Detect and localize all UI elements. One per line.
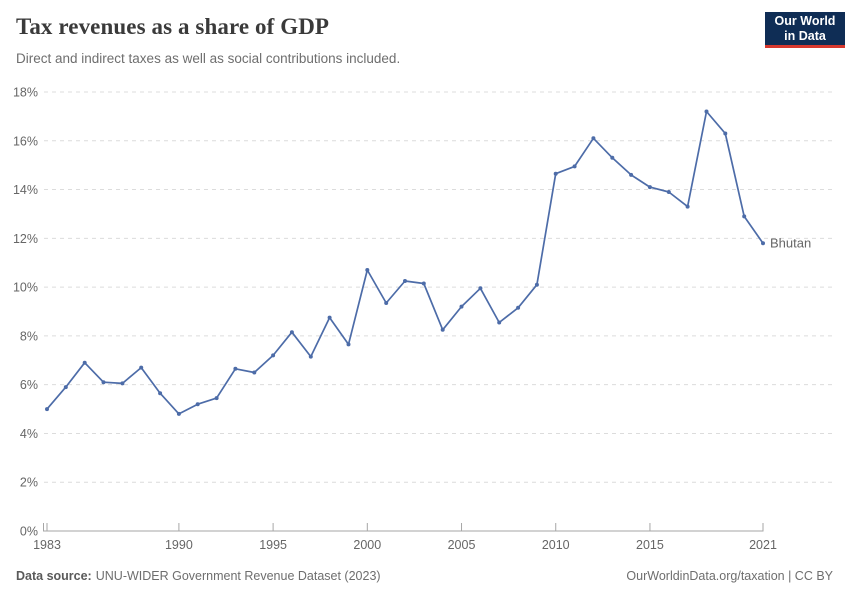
data-point[interactable] — [214, 396, 219, 401]
x-tick-label: 2000 — [353, 538, 381, 552]
owid-logo[interactable]: Our World in Data — [765, 12, 845, 48]
data-point[interactable] — [572, 164, 577, 169]
data-point[interactable] — [158, 391, 163, 396]
page-title: Tax revenues as a share of GDP — [16, 14, 330, 39]
x-tick-label: 1995 — [259, 538, 287, 552]
data-point[interactable] — [459, 304, 464, 309]
data-point[interactable] — [534, 282, 539, 287]
x-tick-label: 2021 — [749, 538, 777, 552]
data-point[interactable] — [591, 136, 596, 141]
data-point[interactable] — [195, 402, 200, 407]
y-tick-label: 18% — [13, 86, 38, 100]
y-tick-label: 0% — [20, 525, 38, 539]
data-point[interactable] — [403, 279, 407, 283]
x-tick-label: 2010 — [542, 538, 570, 552]
logo-line2: in Data — [784, 28, 826, 43]
data-point[interactable] — [176, 411, 181, 416]
data-point[interactable] — [101, 380, 106, 385]
data-point[interactable] — [139, 365, 144, 370]
data-point[interactable] — [497, 320, 502, 325]
series-line-bhutan[interactable] — [46, 110, 764, 415]
data-point[interactable] — [761, 241, 765, 246]
data-point[interactable] — [610, 155, 615, 160]
data-point[interactable] — [685, 204, 690, 209]
data-point[interactable] — [440, 327, 445, 332]
data-point[interactable] — [271, 353, 276, 358]
data-point[interactable] — [289, 330, 294, 335]
data-point[interactable] — [421, 281, 426, 286]
data-point[interactable] — [384, 301, 389, 305]
chart-subtitle: Direct and indirect taxes as well as soc… — [16, 51, 401, 66]
data-point[interactable] — [723, 131, 728, 136]
data-point[interactable] — [45, 407, 49, 412]
data-point[interactable] — [742, 214, 747, 219]
x-tick-label: 2015 — [636, 538, 664, 552]
data-point[interactable] — [666, 190, 671, 194]
data-source-text: UNU-WIDER Government Revenue Dataset (20… — [95, 569, 381, 583]
y-tick-label: 4% — [20, 427, 38, 441]
data-point[interactable] — [63, 385, 68, 390]
data-point[interactable] — [553, 171, 558, 176]
y-tick-label: 2% — [20, 476, 38, 490]
data-point[interactable] — [327, 315, 332, 320]
data-source-label: Data source: — [16, 569, 92, 583]
y-tick-label: 12% — [13, 232, 38, 246]
entity-label-bhutan[interactable]: Bhutan — [770, 236, 811, 251]
data-point[interactable] — [308, 354, 313, 359]
data-point[interactable] — [346, 342, 351, 347]
x-tick-label: 1990 — [165, 538, 193, 552]
chart-footer: Data source: UNU-WIDER Government Revenue… — [16, 569, 833, 583]
data-point[interactable] — [516, 305, 521, 310]
data-point[interactable] — [647, 185, 652, 190]
data-point[interactable] — [252, 370, 257, 375]
y-tick-label: 10% — [13, 281, 38, 295]
x-tick-label: 2005 — [448, 538, 476, 552]
data-point[interactable] — [629, 172, 634, 177]
data-point[interactable] — [233, 366, 238, 371]
data-point[interactable] — [704, 109, 709, 114]
x-tick-label: 1983 — [33, 538, 61, 552]
data-source: Data source: UNU-WIDER Government Revenue… — [16, 569, 381, 583]
footer-credit-link[interactable]: OurWorldinData.org/taxation | CC BY — [626, 569, 833, 583]
logo-line1: Our World — [774, 13, 836, 28]
y-tick-label: 8% — [20, 329, 38, 343]
data-point[interactable] — [82, 360, 87, 365]
data-point[interactable] — [120, 381, 125, 386]
y-tick-label: 14% — [13, 183, 38, 197]
y-tick-label: 6% — [20, 378, 38, 392]
y-tick-label: 16% — [13, 134, 38, 148]
data-point[interactable] — [365, 268, 370, 272]
data-point[interactable] — [478, 286, 483, 291]
